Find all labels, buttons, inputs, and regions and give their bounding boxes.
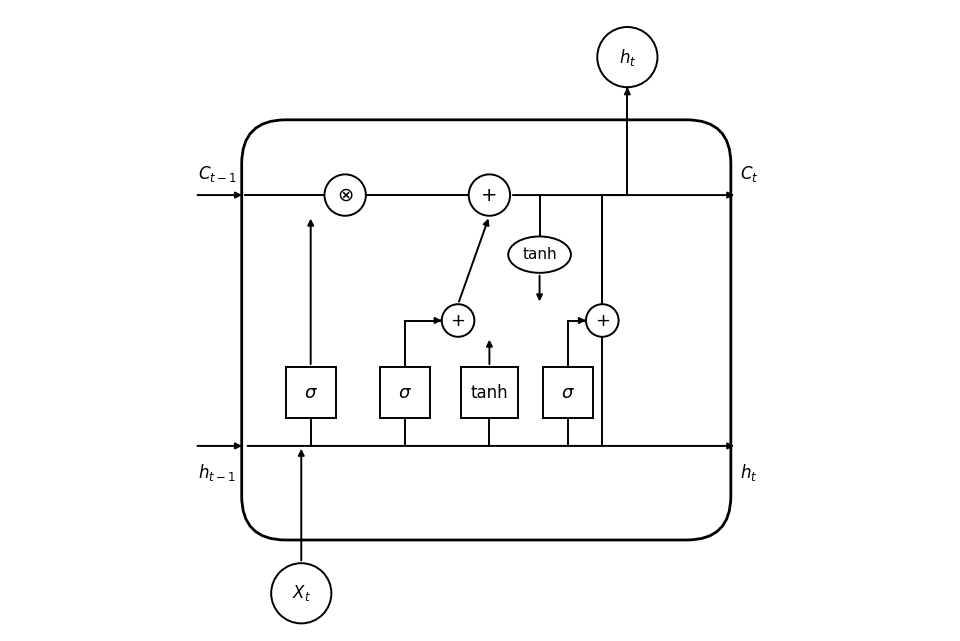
Circle shape [324, 174, 366, 216]
Text: $h_{t-1}$: $h_{t-1}$ [198, 462, 235, 483]
Text: $h_t$: $h_t$ [618, 47, 636, 67]
FancyBboxPatch shape [461, 367, 517, 419]
Ellipse shape [508, 237, 571, 273]
FancyBboxPatch shape [379, 367, 430, 419]
Circle shape [442, 304, 474, 337]
Text: +: + [481, 186, 497, 204]
FancyBboxPatch shape [285, 367, 336, 419]
Text: $\otimes$: $\otimes$ [337, 186, 353, 204]
Text: +: + [450, 312, 466, 329]
Text: tanh: tanh [470, 383, 508, 402]
Circle shape [597, 27, 658, 87]
Text: $C_t$: $C_t$ [740, 164, 758, 184]
Text: $h_t$: $h_t$ [740, 462, 757, 483]
Circle shape [468, 174, 510, 216]
Text: tanh: tanh [522, 247, 557, 262]
Text: $\sigma$: $\sigma$ [397, 383, 412, 402]
Text: $C_{t-1}$: $C_{t-1}$ [198, 164, 236, 184]
Circle shape [586, 304, 618, 337]
Text: $\sigma$: $\sigma$ [561, 383, 575, 402]
Text: $\sigma$: $\sigma$ [303, 383, 318, 402]
Circle shape [271, 563, 331, 624]
Text: $X_t$: $X_t$ [292, 583, 311, 603]
Text: +: + [595, 312, 610, 329]
FancyBboxPatch shape [542, 367, 593, 419]
